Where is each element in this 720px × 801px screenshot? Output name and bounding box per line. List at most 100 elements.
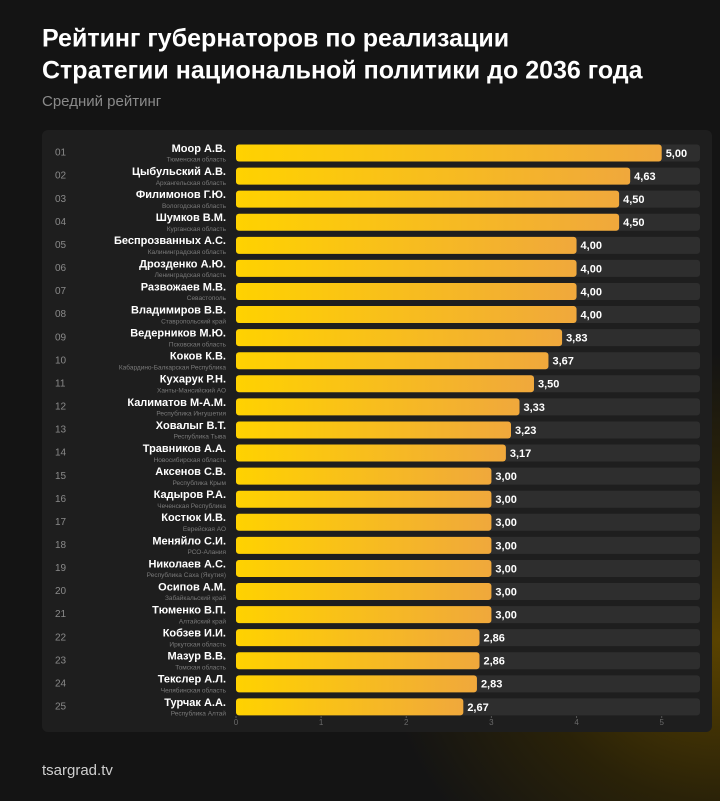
value-label: 4,50 — [623, 217, 644, 229]
y-tick-label: Меняйло С.И. — [152, 535, 226, 547]
value-label: 2,86 — [483, 656, 504, 668]
region-label: Вологодская область — [162, 202, 227, 210]
y-tick-label: Коков К.В. — [170, 351, 226, 363]
chart-title: Рейтинг губернаторов по реализации — [42, 25, 509, 53]
bar — [236, 583, 492, 601]
bar — [236, 213, 620, 231]
y-tick-label: Турчак А.А. — [164, 697, 226, 709]
value-label: 3,50 — [538, 379, 559, 391]
region-label: Алтайский край — [179, 617, 227, 625]
rank: 12 — [55, 402, 67, 413]
bar — [236, 606, 492, 624]
value-label: 2,86 — [483, 633, 504, 645]
y-tick-label: Осипов А.М. — [158, 581, 226, 593]
bar — [236, 490, 492, 508]
value-label: 3,00 — [495, 610, 516, 622]
bar — [236, 652, 480, 670]
bar — [236, 444, 506, 462]
bar — [236, 236, 577, 254]
x-tick-label: 3 — [489, 718, 494, 727]
bar — [236, 421, 511, 439]
rank: 22 — [55, 632, 67, 643]
value-label: 2,83 — [481, 679, 502, 691]
rank: 11 — [55, 378, 66, 389]
value-label: 4,00 — [581, 286, 602, 298]
value-label: 3,17 — [510, 448, 531, 460]
bar — [236, 559, 492, 577]
bar — [236, 259, 577, 277]
rank: 07 — [55, 286, 67, 297]
rank: 15 — [55, 471, 67, 482]
y-tick-label: Филимонов Г.Ю. — [136, 189, 226, 201]
bar — [236, 698, 464, 716]
source: tsargrad.tv — [42, 762, 113, 779]
bar — [236, 282, 577, 300]
rank: 05 — [55, 240, 67, 251]
region-label: Республика Крым — [172, 479, 226, 487]
y-tick-label: Мазур В.В. — [168, 651, 227, 663]
bar — [236, 536, 492, 554]
bar — [236, 375, 534, 393]
chart-subtitle: Средний рейтинг — [42, 93, 162, 110]
region-label: Тюменская область — [167, 156, 227, 164]
region-label: Архангельская область — [156, 179, 227, 187]
value-label: 3,00 — [495, 517, 516, 529]
region-label: Забайкальский край — [165, 594, 226, 602]
y-tick-label: Шумков В.М. — [156, 212, 226, 224]
y-tick-label: Тюменко В.П. — [152, 605, 226, 617]
value-label: 4,00 — [581, 263, 602, 275]
bar — [236, 329, 563, 347]
y-tick-label: Травников А.А. — [143, 443, 226, 455]
region-label: Республика Тыва — [174, 433, 227, 441]
rank: 23 — [55, 655, 67, 666]
region-label: Новосибирская область — [154, 456, 227, 464]
region-label: Томская область — [175, 663, 226, 671]
bar — [236, 629, 480, 647]
y-tick-label: Дрозденко А.Ю. — [139, 258, 226, 270]
region-label: Кабардино-Балкарская Республика — [119, 363, 227, 371]
y-tick-label: Моор А.В. — [172, 143, 226, 155]
y-tick-label: Беспрозванных А.С. — [114, 235, 226, 247]
bar — [236, 352, 549, 370]
region-label: Ханты-Мансийский АО — [157, 387, 226, 395]
bar — [236, 675, 477, 693]
y-tick-label: Владимиров В.В. — [131, 304, 226, 316]
y-tick-label: Костюк И.В. — [161, 512, 226, 524]
rank: 08 — [55, 309, 67, 320]
value-label: 3,00 — [495, 471, 516, 483]
value-label: 5,00 — [666, 148, 687, 160]
bar — [236, 190, 620, 208]
rank: 02 — [55, 171, 67, 182]
rank: 04 — [55, 217, 67, 228]
y-tick-label: Кухарук Р.Н. — [160, 374, 226, 386]
bar — [236, 167, 631, 185]
region-label: РСО-Алания — [187, 549, 226, 556]
bar — [236, 398, 520, 416]
bar — [236, 306, 577, 324]
y-tick-label: Калиматов М-А.М. — [127, 397, 226, 409]
rank: 10 — [55, 355, 67, 366]
x-tick-label: 5 — [659, 718, 664, 727]
region-label: Челябинская область — [161, 687, 227, 695]
region-label: Республика Ингушетия — [156, 410, 226, 418]
rank: 20 — [55, 586, 67, 597]
rank: 18 — [55, 540, 67, 551]
y-tick-label: Кадыров Р.А. — [154, 489, 226, 501]
value-label: 3,23 — [515, 425, 536, 437]
rank: 14 — [55, 448, 67, 459]
value-label: 3,00 — [495, 563, 516, 575]
region-label: Курганская область — [167, 225, 227, 233]
value-label: 3,67 — [552, 356, 573, 368]
region-label: Республика Саха (Якутия) — [147, 571, 226, 579]
region-label: Севастополь — [187, 295, 227, 302]
rank: 21 — [55, 609, 67, 620]
value-label: 4,50 — [623, 194, 644, 206]
x-tick-label: 2 — [404, 718, 409, 727]
region-label: Иркутская область — [169, 640, 226, 648]
x-tick-label: 0 — [234, 718, 239, 727]
region-label: Псковская область — [169, 340, 227, 348]
rank: 01 — [55, 148, 67, 159]
rank: 13 — [55, 425, 67, 436]
y-tick-label: Кобзев И.И. — [163, 628, 226, 640]
